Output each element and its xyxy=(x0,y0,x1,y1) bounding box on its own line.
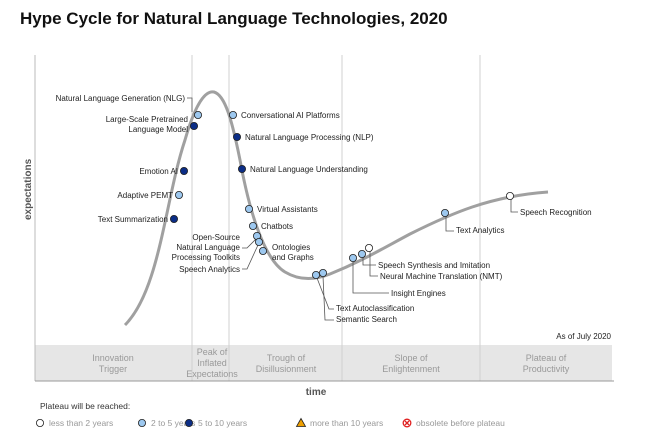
technology-marker[interactable] xyxy=(244,204,253,213)
phase-label: Disillusionment xyxy=(256,364,317,374)
technology-marker[interactable] xyxy=(254,237,263,246)
leader-line xyxy=(510,199,518,213)
technology-marker[interactable] xyxy=(311,270,320,279)
leader-line xyxy=(187,97,193,112)
technology-label: Processing Toolkits xyxy=(172,253,240,262)
technology-label: Open-Source xyxy=(192,233,240,242)
technology-marker[interactable] xyxy=(357,249,366,258)
technology-label: Speech Recognition xyxy=(520,208,592,217)
technology-label: Ontologies xyxy=(272,243,310,252)
leader-line xyxy=(369,251,378,277)
phase-label: Slope of xyxy=(394,353,428,363)
page-title: Hype Cycle for Natural Language Technolo… xyxy=(20,9,448,28)
technology-label: Chatbots xyxy=(261,222,293,231)
technology-label: Emotion AI xyxy=(139,167,178,176)
legend-item-label: obsolete before plateau xyxy=(416,418,505,428)
technology-label: Text Summarization xyxy=(98,215,168,224)
phase-label: Trough of xyxy=(267,353,306,363)
technology-marker[interactable] xyxy=(440,208,449,217)
y-axis-label: expectations xyxy=(23,158,34,220)
x-axis-label: time xyxy=(306,387,327,398)
technology-marker[interactable] xyxy=(179,166,188,175)
legend-item-label: more than 10 years xyxy=(310,418,383,428)
legend-dark-circle-icon xyxy=(184,418,193,427)
technology-marker[interactable] xyxy=(348,253,357,262)
technology-label: and Graphs xyxy=(272,253,314,262)
leader-line xyxy=(362,257,376,266)
legend-item-label: less than 2 years xyxy=(49,418,113,428)
phase-label: Innovation xyxy=(92,353,134,363)
leader-line xyxy=(322,275,334,321)
legend-title: Plateau will be reached: xyxy=(40,401,130,411)
phase-label: Expectations xyxy=(186,369,238,379)
technology-marker[interactable] xyxy=(237,164,246,173)
legend-item-label: 5 to 10 years xyxy=(198,418,247,428)
leader-line xyxy=(242,244,259,270)
technology-marker[interactable] xyxy=(505,191,514,200)
technology-label: Natural Language xyxy=(176,243,240,252)
leader-line xyxy=(445,216,454,232)
technology-marker[interactable] xyxy=(228,111,237,120)
technology-label: Text Analytics xyxy=(456,226,504,235)
technology-marker[interactable] xyxy=(174,190,183,199)
legend-item-label: 2 to 5 years xyxy=(151,418,195,428)
leader-line xyxy=(242,238,257,249)
phase-label: Inflated xyxy=(197,358,227,368)
technology-marker[interactable] xyxy=(248,221,257,230)
phase-label: Enlightenment xyxy=(382,364,440,374)
legend-obsolete-icon xyxy=(402,418,412,428)
leader-line xyxy=(316,277,334,310)
technology-label: Conversational AI Platforms xyxy=(241,111,340,120)
technology-label: Virtual Assistants xyxy=(257,205,318,214)
phase-label: Peak of xyxy=(197,347,228,357)
technology-label: Insight Engines xyxy=(391,289,446,298)
technology-marker[interactable] xyxy=(193,111,202,120)
phase-dividers xyxy=(191,55,481,381)
technology-label: Language Model xyxy=(128,125,188,134)
technology-label: Text Autoclassification xyxy=(336,304,414,313)
technology-label: Semantic Search xyxy=(336,315,397,324)
technology-label: Speech Synthesis and Imitation xyxy=(378,261,490,270)
technology-label: Adaptive PEMT xyxy=(117,191,173,200)
technology-label: Natural Language Processing (NLP) xyxy=(245,133,374,142)
hype-curve xyxy=(123,90,549,327)
legend-triangle-icon xyxy=(295,417,307,427)
legend-white-circle-icon xyxy=(36,418,45,427)
phase-label: Trigger xyxy=(99,364,127,374)
technology-marker[interactable] xyxy=(189,122,198,131)
technology-marker[interactable] xyxy=(364,243,373,252)
phase-label: Plateau of xyxy=(526,353,567,363)
technology-marker[interactable] xyxy=(258,246,267,255)
technology-marker[interactable] xyxy=(169,214,178,223)
technology-label: Speech Analytics xyxy=(179,265,240,274)
phase-band xyxy=(35,345,612,381)
leader-line xyxy=(352,261,389,294)
legend-light-circle-icon xyxy=(137,418,146,427)
technology-label: Large-Scale Pretrained xyxy=(106,115,188,124)
as-of-date: As of July 2020 xyxy=(556,332,611,341)
phase-label: Productivity xyxy=(523,364,570,374)
technology-marker[interactable] xyxy=(232,132,241,141)
technology-marker[interactable] xyxy=(318,268,327,277)
technology-label: Natural Language Generation (NLG) xyxy=(56,94,186,103)
technology-label: Neural Machine Translation (NMT) xyxy=(380,272,503,281)
technology-label: Natural Language Understanding xyxy=(250,165,368,174)
